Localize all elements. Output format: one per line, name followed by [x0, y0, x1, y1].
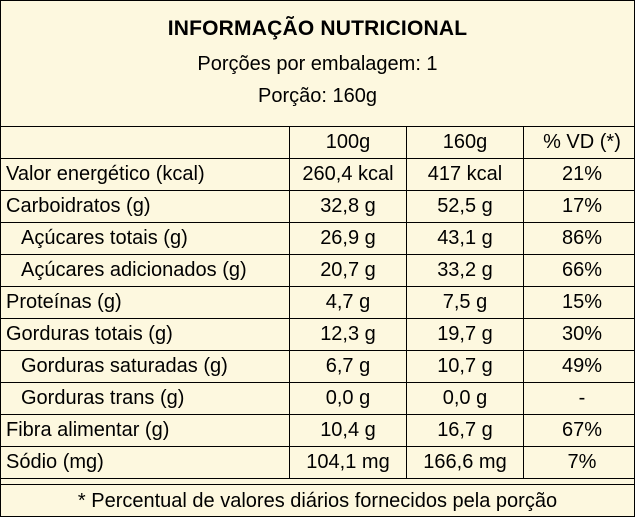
table-row: Sódio (mg) 104,1 mg 166,6 mg 7%	[1, 446, 635, 479]
value-per-portion: 417 kcal	[406, 158, 524, 191]
daily-value-percent: 17%	[523, 190, 635, 223]
value-per-100g: 20,7 g	[289, 254, 407, 287]
value-per-portion: 0,0 g	[406, 382, 524, 415]
daily-value-percent: 21%	[523, 158, 635, 191]
table-row: Gorduras totais (g) 12,3 g 19,7 g 30%	[1, 318, 635, 351]
daily-value-percent: 49%	[523, 350, 635, 383]
value-per-100g: 104,1 mg	[289, 446, 407, 479]
value-per-100g: 0,0 g	[289, 382, 407, 415]
column-header-nutrient	[1, 126, 290, 159]
value-per-100g: 10,4 g	[289, 414, 407, 447]
nutrient-label: Sódio (mg)	[1, 446, 290, 479]
table-row: Açúcares adicionados (g) 20,7 g 33,2 g 66%	[1, 254, 635, 287]
daily-value-percent: 66%	[523, 254, 635, 287]
table-row: Carboidratos (g) 32,8 g 52,5 g 17%	[1, 190, 635, 223]
nutrient-label: Gorduras saturadas (g)	[1, 350, 290, 383]
value-per-portion: 33,2 g	[406, 254, 524, 287]
nutrient-label: Açúcares totais (g)	[1, 222, 290, 255]
daily-value-percent: -	[523, 382, 635, 415]
daily-value-percent: 67%	[523, 414, 635, 447]
table-header-row: 100g 160g % VD (*)	[1, 126, 635, 159]
value-per-portion: 16,7 g	[406, 414, 524, 447]
nutrient-label: Gorduras trans (g)	[1, 382, 290, 415]
value-per-portion: 19,7 g	[406, 318, 524, 351]
table-row: Fibra alimentar (g) 10,4 g 16,7 g 67%	[1, 414, 635, 447]
value-per-100g: 6,7 g	[289, 350, 407, 383]
value-per-100g: 26,9 g	[289, 222, 407, 255]
servings-per-package: Porções por embalagem: 1	[197, 53, 438, 75]
nutrition-header: INFORMAÇÃO NUTRICIONAL Porções por embal…	[1, 1, 634, 126]
daily-value-percent: 7%	[523, 446, 635, 479]
nutrition-title: INFORMAÇÃO NUTRICIONAL	[167, 17, 468, 40]
daily-value-percent: 15%	[523, 286, 635, 319]
nutrient-label: Valor energético (kcal)	[1, 158, 290, 191]
column-header-100g: 100g	[289, 126, 407, 159]
nutrition-table: 100g 160g % VD (*) Valor energético (kca…	[1, 126, 635, 479]
nutrient-label: Fibra alimentar (g)	[1, 414, 290, 447]
nutrient-label: Carboidratos (g)	[1, 190, 290, 223]
nutrient-label: Gorduras totais (g)	[1, 318, 290, 351]
daily-value-percent: 30%	[523, 318, 635, 351]
column-header-160g: 160g	[406, 126, 524, 159]
value-per-100g: 4,7 g	[289, 286, 407, 319]
value-per-portion: 166,6 mg	[406, 446, 524, 479]
nutrient-label: Proteínas (g)	[1, 286, 290, 319]
daily-value-percent: 86%	[523, 222, 635, 255]
portion-size: Porção: 160g	[258, 85, 377, 107]
value-per-100g: 32,8 g	[289, 190, 407, 223]
value-per-portion: 43,1 g	[406, 222, 524, 255]
value-per-portion: 7,5 g	[406, 286, 524, 319]
daily-value-footnote: * Percentual de valores diários fornecid…	[1, 484, 634, 517]
table-row: Gorduras saturadas (g) 6,7 g 10,7 g 49%	[1, 350, 635, 383]
table-row: Gorduras trans (g) 0,0 g 0,0 g-	[1, 382, 635, 415]
column-header-daily-value: % VD (*)	[523, 126, 635, 159]
nutrient-label: Açúcares adicionados (g)	[1, 254, 290, 287]
table-row: Açúcares totais (g) 26,9 g 43,1 g 86%	[1, 222, 635, 255]
table-row: Valor energético (kcal) 260,4 kcal 417 kca…	[1, 158, 635, 191]
table-row: Proteínas (g) 4,7 g 7,5 g 15%	[1, 286, 635, 319]
value-per-portion: 52,5 g	[406, 190, 524, 223]
value-per-portion: 10,7 g	[406, 350, 524, 383]
value-per-100g: 12,3 g	[289, 318, 407, 351]
value-per-100g: 260,4 kcal	[289, 158, 407, 191]
